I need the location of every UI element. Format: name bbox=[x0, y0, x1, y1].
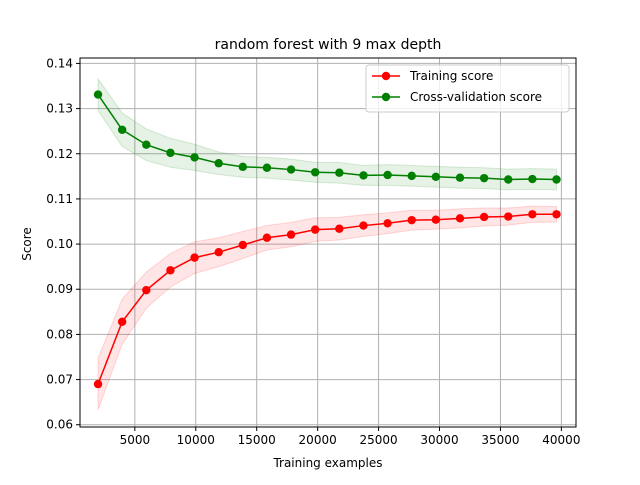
cross-validation-score-point bbox=[311, 168, 320, 177]
cross-validation-score-point bbox=[383, 170, 392, 180]
cross-validation-score-point bbox=[166, 148, 175, 158]
cross-validation-score-point bbox=[479, 173, 489, 183]
training-score-point bbox=[528, 210, 537, 219]
x-tick-label: 40000 bbox=[542, 433, 580, 447]
cross-validation-score-point bbox=[93, 90, 103, 99]
training-score-point bbox=[407, 215, 416, 225]
training-score-point bbox=[479, 212, 489, 222]
y-tick-label: 0.10 bbox=[46, 237, 73, 251]
y-tick-label: 0.12 bbox=[46, 147, 73, 161]
cross-validation-score-point bbox=[117, 125, 127, 135]
training-score-point bbox=[311, 225, 320, 234]
x-tick-label: 25000 bbox=[359, 433, 397, 447]
cross-validation-score-point bbox=[504, 175, 513, 184]
training-score-point bbox=[335, 224, 344, 233]
x-tick-label: 30000 bbox=[420, 433, 458, 447]
legend: Training score Cross-validation score bbox=[365, 64, 570, 113]
training-score-point bbox=[504, 212, 513, 221]
cross-validation-score-point bbox=[190, 153, 199, 162]
training-score-point bbox=[262, 233, 272, 242]
training-score-point bbox=[190, 253, 199, 262]
cross-validation-score-point bbox=[407, 171, 416, 181]
x-tick-label: 15000 bbox=[238, 433, 276, 447]
axis-ticks: 5000 10000 15000 20000 25000 30000 35000 40000 0… bbox=[46, 56, 580, 447]
training-score-point bbox=[166, 266, 175, 275]
x-tick-label: 10000 bbox=[177, 433, 215, 447]
training-score-point bbox=[359, 221, 368, 230]
y-tick-label: 0.08 bbox=[46, 327, 73, 341]
training-score-band bbox=[97, 205, 557, 411]
grid-lines bbox=[80, 58, 576, 427]
y-tick-label: 0.09 bbox=[46, 282, 73, 296]
legend-box bbox=[365, 64, 570, 113]
cross-validation-score-point bbox=[262, 163, 272, 172]
y-tick-label: 0.06 bbox=[46, 418, 73, 432]
training-score-point bbox=[552, 210, 561, 219]
cross-validation-score-point bbox=[359, 171, 368, 180]
training-score-point bbox=[93, 379, 103, 389]
training-score-point bbox=[117, 317, 127, 326]
legend-cross-validation-marker bbox=[381, 92, 391, 102]
cross-validation-score-point bbox=[214, 159, 223, 168]
y-tick-label: 0.11 bbox=[46, 192, 73, 206]
y-tick-label: 0.13 bbox=[46, 102, 73, 116]
cross-validation-score-point bbox=[335, 168, 344, 177]
training-score-point bbox=[455, 214, 465, 223]
cross-validation-score-point bbox=[431, 172, 441, 181]
plot-frame bbox=[79, 57, 577, 428]
y-axis-label: Score bbox=[20, 227, 34, 261]
training-score-point bbox=[431, 215, 441, 224]
legend-training-marker bbox=[381, 71, 391, 81]
x-tick-label: 5000 bbox=[120, 433, 151, 447]
x-tick-label: 20000 bbox=[299, 433, 337, 447]
cross-validation-score-point bbox=[286, 165, 296, 174]
y-tick-label: 0.07 bbox=[46, 373, 73, 387]
training-score-point bbox=[214, 248, 223, 257]
x-tick-label: 35000 bbox=[481, 433, 519, 447]
chart-title: random forest with 9 max depth bbox=[215, 37, 442, 53]
training-score-point bbox=[286, 230, 296, 239]
cross-validation-score-point bbox=[552, 175, 561, 184]
legend-training-label: Training score bbox=[409, 69, 493, 83]
y-tick-label: 0.14 bbox=[46, 56, 73, 70]
training-score-point bbox=[142, 285, 151, 295]
cross-validation-score-point bbox=[238, 162, 248, 172]
training-score-point bbox=[383, 219, 392, 228]
cross-validation-score-point bbox=[455, 173, 465, 182]
legend-cross-validation-label: Cross-validation score bbox=[410, 90, 542, 104]
cross-validation-score-point bbox=[142, 140, 151, 149]
cross-validation-score-point bbox=[528, 174, 537, 184]
x-axis-label: Training examples bbox=[272, 456, 382, 470]
series-points bbox=[93, 90, 561, 389]
training-score-point bbox=[238, 240, 248, 250]
